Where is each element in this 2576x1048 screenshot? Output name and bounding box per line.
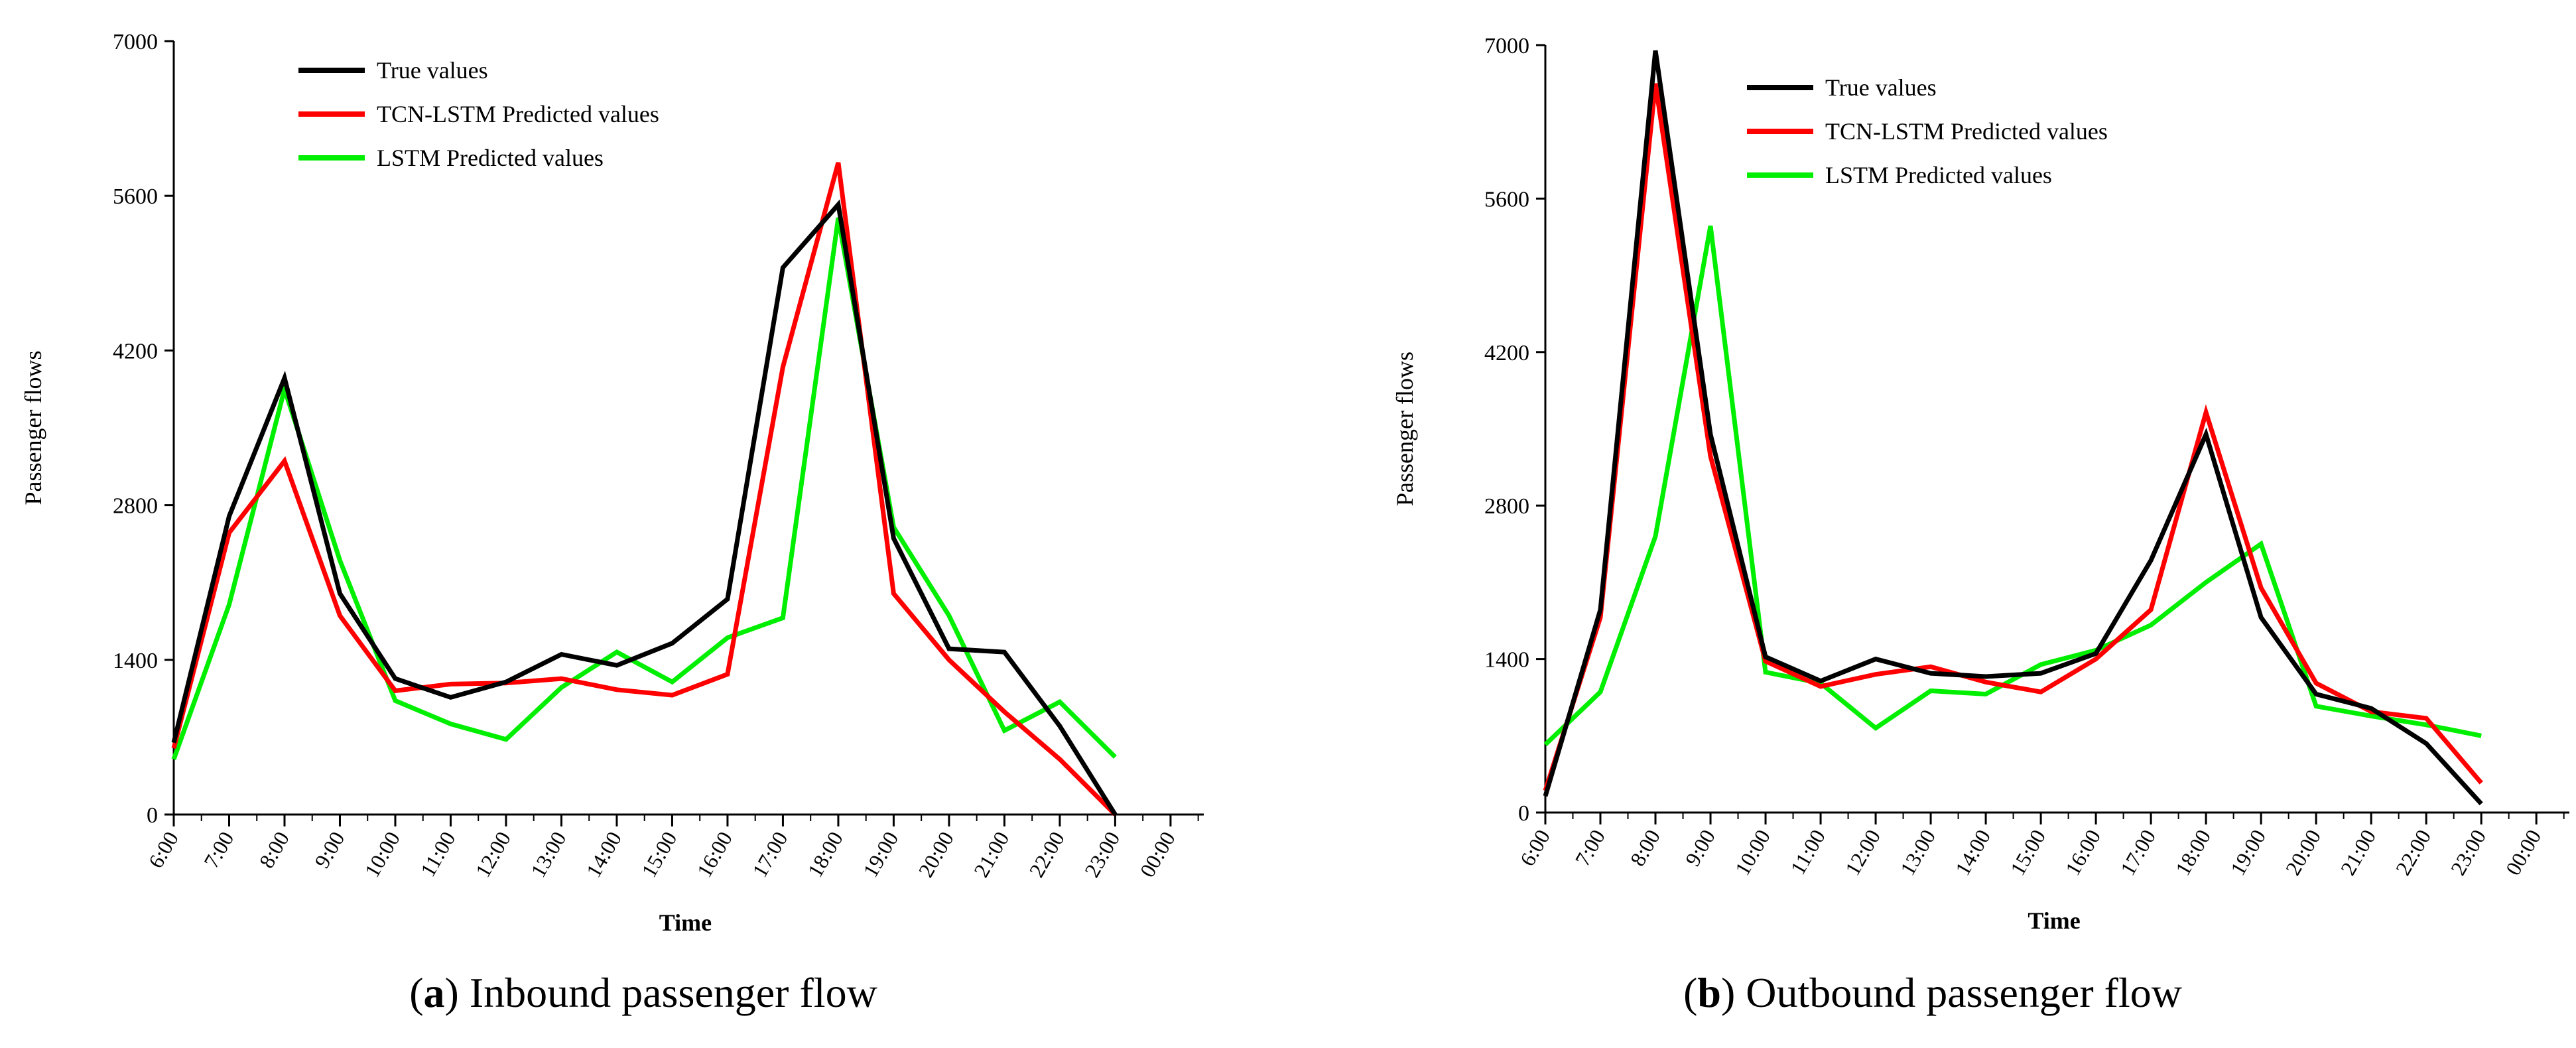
y-tick-label: 1400: [113, 649, 158, 673]
x-tick-label: 18:00: [803, 828, 848, 882]
series-line-lstm-predicted-values: [171, 217, 1117, 760]
y-tick-label: 7000: [113, 30, 158, 54]
x-tick-label: 18:00: [2171, 826, 2216, 880]
y-tick-label: 5600: [113, 184, 158, 209]
x-tick-label: 10:00: [359, 828, 405, 882]
x-tick-label: 20:00: [913, 828, 958, 882]
x-tick-label: 19:00: [2226, 826, 2271, 880]
x-tick-label: 00:00: [1135, 828, 1180, 882]
x-tick-label: 21:00: [2336, 826, 2381, 880]
legend-label: LSTM Predicted values: [1825, 162, 2052, 188]
x-tick-label: 13:00: [1896, 826, 1941, 880]
y-tick-label: 2800: [113, 494, 158, 519]
legend-label: TCN-LSTM Predicted values: [1825, 118, 2108, 145]
x-tick-label: 14:00: [1951, 826, 1996, 880]
x-tick-label: 8:00: [254, 828, 294, 872]
series-line-true-values: [1543, 50, 2483, 806]
x-tick-label: 22:00: [1024, 828, 1069, 882]
x-tick-label: 12:00: [470, 828, 515, 882]
legend-label: True values: [1825, 74, 1937, 101]
x-tick-label: 16:00: [692, 828, 737, 882]
x-tick-label: 9:00: [310, 828, 350, 872]
legend-label: TCN-LSTM Predicted values: [377, 101, 659, 127]
x-tick-label: 23:00: [1080, 828, 1125, 882]
x-tick-label: 6:00: [1515, 826, 1555, 870]
x-tick-label: 21:00: [969, 828, 1014, 882]
y-tick-label: 4200: [1484, 341, 1529, 365]
caption-text: Outbound passenger flow: [1746, 969, 2182, 1016]
x-tick-label: 12:00: [1840, 826, 1886, 880]
x-axis-label: Time: [2028, 907, 2080, 934]
x-tick-label: 16:00: [2061, 826, 2106, 880]
series-line-tcn-lstm-predicted-values: [1543, 83, 2483, 791]
y-tick-label: 0: [147, 803, 158, 828]
legend-label: LSTM Predicted values: [377, 145, 604, 171]
x-tick-label: 8:00: [1625, 826, 1665, 870]
x-tick-label: 15:00: [637, 828, 682, 882]
chart-caption: (a) Inbound passenger flow: [409, 969, 877, 1016]
x-tick-label: 6:00: [143, 828, 183, 872]
x-tick-label: 22:00: [2391, 826, 2436, 880]
x-tick-label: 15:00: [2006, 826, 2051, 880]
panel-label: a: [423, 969, 445, 1016]
chart-panel-outbound: 0 1400 2800 4200 5600 7000 6:00 7:00 8:00 9:00 10:…: [1289, 0, 2576, 1048]
x-tick-label: 7:00: [1570, 826, 1610, 870]
x-tick-label: 20:00: [2281, 826, 2326, 880]
x-axis-label: Time: [659, 909, 712, 936]
series-line-lstm-predicted-values: [1543, 226, 2482, 747]
legend-label: True values: [377, 57, 488, 84]
x-tick-label: 11:00: [1785, 826, 1830, 879]
y-tick-label: 5600: [1484, 187, 1529, 212]
x-tick-label: 9:00: [1680, 826, 1720, 870]
inbound-chart: 0 1400 2800 4200 5600 7000 6:00 7:00 8:00 9:00 10:…: [20, 30, 1204, 936]
y-tick-label: 4200: [113, 339, 158, 363]
series-line-true-values: [171, 199, 1118, 816]
x-tick-label: 17:00: [2116, 826, 2161, 880]
x-tick-label: 19:00: [858, 828, 903, 882]
y-tick-label: 2800: [1484, 494, 1529, 519]
x-tick-label: 11:00: [416, 828, 460, 881]
y-tick-label: 7000: [1484, 34, 1529, 58]
x-tick-label: 7:00: [199, 828, 239, 872]
chart-panel-inbound: 0 1400 2800 4200 5600 7000 6:00 7:00 8:00 9:00 10:…: [0, 0, 1287, 1048]
caption-text: Inbound passenger flow: [469, 969, 877, 1016]
x-tick-label: 13:00: [526, 828, 571, 882]
x-tick-label: 23:00: [2446, 826, 2491, 880]
x-tick-label: 00:00: [2501, 826, 2546, 880]
panel-label: b: [1697, 969, 1721, 1016]
y-tick-label: 1400: [1484, 648, 1529, 673]
y-tick-label: 0: [1518, 801, 1529, 826]
y-axis-label: Passenger flows: [1391, 352, 1418, 506]
x-tick-label: 17:00: [747, 828, 793, 882]
outbound-chart: 0 1400 2800 4200 5600 7000 6:00 7:00 8:00 9:00 10:…: [1391, 34, 2569, 934]
chart-caption: (b) Outbound passenger flow: [1683, 969, 2182, 1016]
y-axis-label: Passenger flows: [20, 351, 46, 505]
x-tick-label: 10:00: [1730, 826, 1775, 880]
series-line-tcn-lstm-predicted-values: [171, 162, 1117, 817]
x-tick-label: 14:00: [581, 828, 626, 882]
